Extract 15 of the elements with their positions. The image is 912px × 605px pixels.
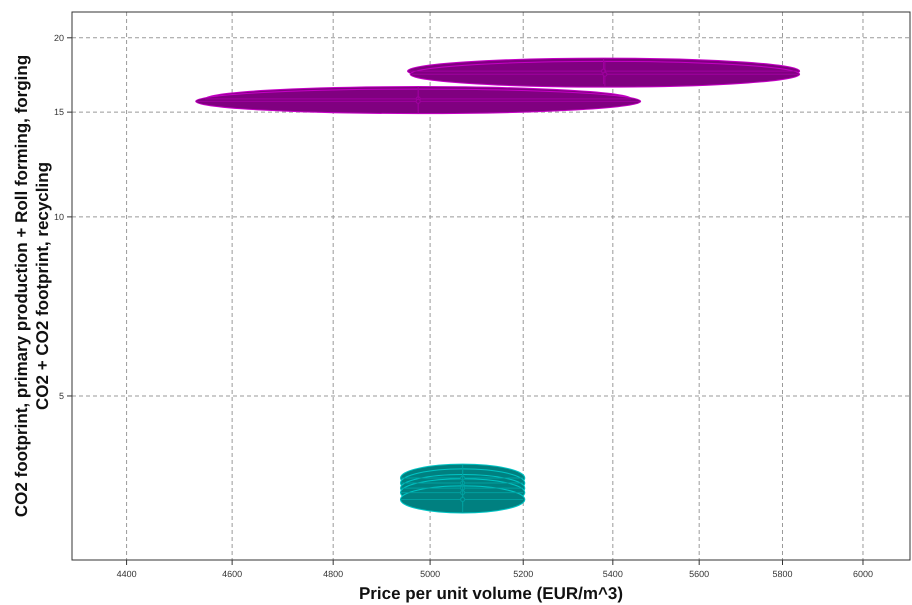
x-tick-label: 5800	[772, 569, 793, 579]
x-tick-label: 5000	[420, 569, 440, 579]
y-tick-label: 15	[54, 107, 64, 118]
x-tick-label: 4800	[323, 569, 344, 579]
x-tick-label: 5600	[689, 569, 710, 579]
y-tick-label: 10	[54, 212, 64, 222]
y-axis-title: CO2 footprint, primary production + Roll forming, forging CO2 + CO2 footprint, recycling	[12, 54, 52, 518]
y-tick-label: 5	[58, 390, 64, 401]
x-tick-label: 5200	[513, 569, 534, 579]
y-tick-label: 20	[54, 32, 64, 43]
x-tick-label: 4600	[222, 569, 242, 579]
x-tick-label: 5400	[602, 569, 623, 579]
x-tick-label: 4400	[116, 569, 137, 579]
x-axis-title: Price per unit volume (EUR/m^3)	[358, 584, 624, 603]
x-tick-label: 6000	[852, 569, 873, 579]
